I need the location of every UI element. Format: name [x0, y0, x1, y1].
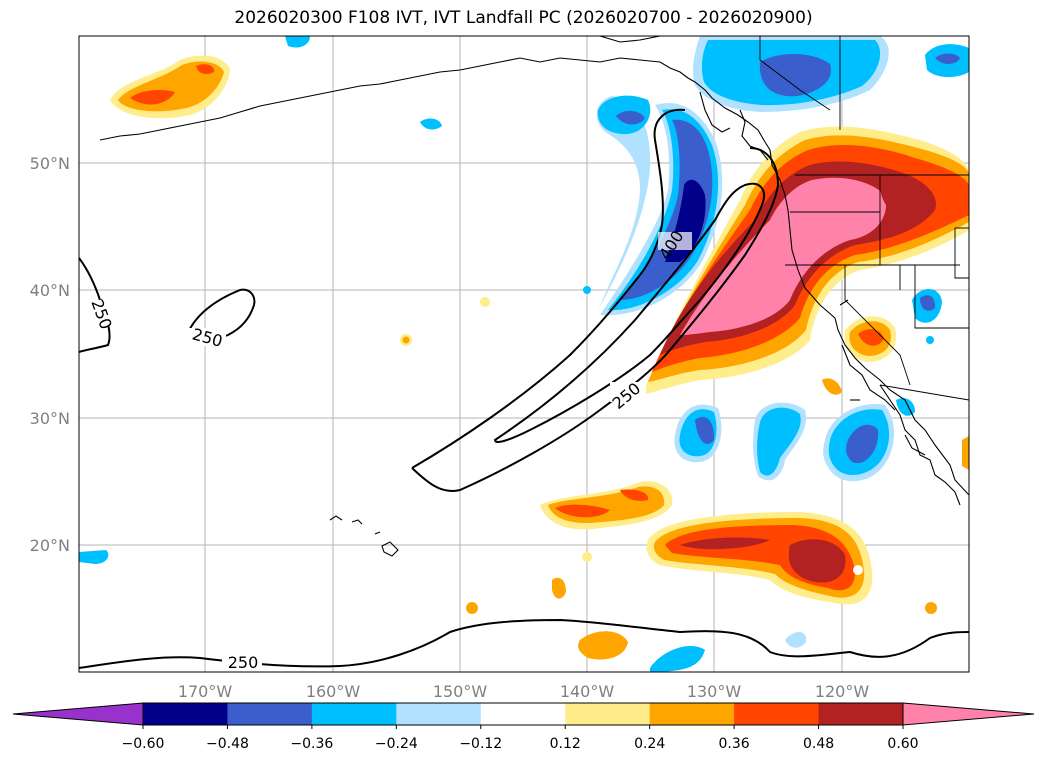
- map-title: 2026020300 F108 IVT, IVT Landfall PC (20…: [234, 8, 813, 28]
- colorbar-tick-label: −0.48: [206, 736, 249, 752]
- lat-label-20n: 20°N: [30, 536, 70, 555]
- colorbar-high-extend: [902, 702, 1035, 726]
- colorbar-segment: [396, 703, 482, 725]
- colorbar-segment: [734, 703, 820, 725]
- colorbar-tick-label: 0.48: [803, 736, 834, 752]
- colorbar-segment: [311, 703, 397, 725]
- colorbar: −0.60 −0.48 −0.36 −0.24 −0.12 0.12 0.24 0.36 0.4…: [12, 702, 1035, 752]
- lat-label-30n: 30°N: [30, 409, 70, 428]
- colorbar-tick-label: 0.24: [634, 736, 665, 752]
- lon-label-130w: 130°W: [687, 682, 742, 701]
- colorbar-tick-label: −0.12: [459, 736, 502, 752]
- map-frame: [78, 35, 970, 673]
- pc-positive-blobs: [110, 55, 969, 660]
- colorbar-segment: [227, 703, 313, 725]
- colorbar-segment: [565, 703, 651, 725]
- colorbar-segments: [143, 703, 904, 725]
- colorbar-low-extend: [12, 702, 144, 726]
- map-plot-area: 250 250 400 250 250: [79, 36, 969, 672]
- colorbar-tick-label: 0.60: [887, 736, 918, 752]
- colorbar-frame: [142, 702, 904, 726]
- lat-label-50n: 50°N: [30, 154, 70, 173]
- lat-label-40n: 40°N: [30, 281, 70, 300]
- colorbar-tick-label: −0.24: [375, 736, 418, 752]
- colorbar-segment: [818, 703, 904, 725]
- lon-labels: 170°W 160°W 150°W 140°W 130°W 120°W: [178, 682, 870, 701]
- colorbar-segment: [649, 703, 735, 725]
- contour-label-250-south: 250: [228, 653, 259, 672]
- colorbar-tick-label: 0.36: [719, 736, 750, 752]
- lon-label-170w: 170°W: [178, 682, 233, 701]
- colorbar-tick-label: 0.12: [550, 736, 581, 752]
- colorbar-segment: [143, 703, 228, 725]
- colorbar-segment: [480, 703, 566, 725]
- colorbar-ticks: −0.60 −0.48 −0.36 −0.24 −0.12 0.12 0.24 0.36 0.4…: [122, 725, 919, 752]
- pc-negative-blobs: [79, 36, 969, 672]
- lon-label-160w: 160°W: [306, 682, 361, 701]
- pc-positive-landfall: [642, 126, 969, 396]
- lon-label-140w: 140°W: [560, 682, 615, 701]
- lon-label-120w: 120°W: [815, 682, 870, 701]
- lon-label-150w: 150°W: [433, 682, 488, 701]
- lat-labels: 50°N 40°N 30°N 20°N: [30, 154, 70, 555]
- coastlines: [99, 36, 969, 557]
- state-borders: [759, 36, 969, 401]
- colorbar-tick-label: −0.60: [122, 736, 165, 752]
- colorbar-tick-label: −0.36: [290, 736, 333, 752]
